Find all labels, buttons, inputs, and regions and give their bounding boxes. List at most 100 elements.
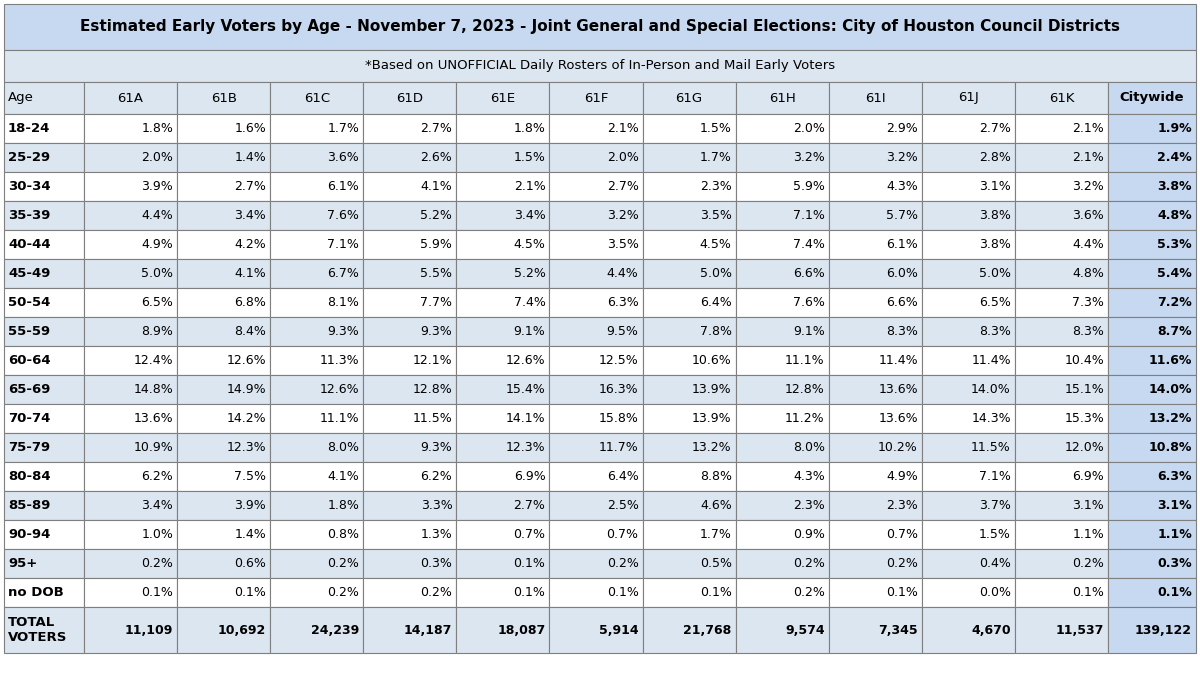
Text: 15.4%: 15.4% [505,383,546,396]
Text: 3.1%: 3.1% [1073,499,1104,512]
Text: 15.1%: 15.1% [1064,383,1104,396]
Bar [84,172,178,201]
Text: 2.1%: 2.1% [607,122,638,135]
Bar [829,346,922,375]
Bar [642,172,736,201]
Text: 1.4%: 1.4% [234,151,266,164]
Bar [550,549,642,578]
Bar [829,172,922,201]
Bar [84,491,178,520]
Bar [922,462,1015,491]
Bar [550,143,642,172]
Text: 8.3%: 8.3% [886,325,918,338]
Text: 5.4%: 5.4% [1157,267,1192,280]
Bar [364,230,456,259]
Text: 35-39: 35-39 [8,209,50,222]
Text: 0.2%: 0.2% [328,586,359,599]
Text: 1.7%: 1.7% [328,122,359,135]
Bar [550,114,642,143]
Text: 11.4%: 11.4% [971,354,1010,367]
Bar [1108,549,1196,578]
Bar [736,549,829,578]
Bar [84,607,178,653]
Text: 14.1%: 14.1% [506,412,546,425]
Bar [642,201,736,230]
Bar [364,143,456,172]
Bar [4,50,1196,82]
Text: 90-94: 90-94 [8,528,50,541]
Bar [178,201,270,230]
Text: 6.1%: 6.1% [328,180,359,193]
Text: 6.5%: 6.5% [142,296,173,309]
Bar [270,375,364,404]
Text: 8.3%: 8.3% [979,325,1010,338]
Text: 3.5%: 3.5% [607,238,638,251]
Bar [84,346,178,375]
Bar [364,607,456,653]
Bar [1108,114,1196,143]
Text: 61D: 61D [396,92,424,104]
Bar [1015,375,1108,404]
Bar [84,549,178,578]
Text: 7.1%: 7.1% [979,470,1010,483]
Bar [829,317,922,346]
Bar [4,172,84,201]
Bar [270,230,364,259]
Bar [4,404,84,433]
Bar [922,346,1015,375]
Bar [4,4,1196,50]
Text: 2.1%: 2.1% [1073,151,1104,164]
Bar [1108,404,1196,433]
Bar [1108,201,1196,230]
Text: 9.1%: 9.1% [514,325,546,338]
Text: 0.1%: 0.1% [1072,586,1104,599]
Bar [178,82,270,114]
Text: 3.2%: 3.2% [607,209,638,222]
Bar [922,259,1015,288]
Text: 2.6%: 2.6% [421,151,452,164]
Bar [642,549,736,578]
Text: 7.5%: 7.5% [234,470,266,483]
Text: 1.8%: 1.8% [514,122,546,135]
Text: 14.0%: 14.0% [1148,383,1192,396]
Bar [4,375,84,404]
Text: 0.1%: 0.1% [514,586,546,599]
Text: 5.3%: 5.3% [1157,238,1192,251]
Bar [736,259,829,288]
Bar [550,375,642,404]
Text: 7.6%: 7.6% [793,296,824,309]
Text: 11.1%: 11.1% [319,412,359,425]
Text: 0.2%: 0.2% [793,557,824,570]
Bar [922,143,1015,172]
Bar [456,114,550,143]
Text: 9,574: 9,574 [785,623,824,637]
Text: 13.6%: 13.6% [878,383,918,396]
Text: 6.2%: 6.2% [142,470,173,483]
Text: 8.1%: 8.1% [328,296,359,309]
Text: 5.9%: 5.9% [793,180,824,193]
Text: 5.0%: 5.0% [142,267,173,280]
Bar [550,433,642,462]
Text: 0.7%: 0.7% [886,528,918,541]
Text: 0.3%: 0.3% [1157,557,1192,570]
Text: 8.7%: 8.7% [1157,325,1192,338]
Bar [550,578,642,607]
Bar [1108,520,1196,549]
Bar [550,172,642,201]
Text: 13.2%: 13.2% [1148,412,1192,425]
Text: 14.9%: 14.9% [227,383,266,396]
Text: 50-54: 50-54 [8,296,50,309]
Text: 7.1%: 7.1% [328,238,359,251]
Text: 1.7%: 1.7% [700,151,732,164]
Bar [829,404,922,433]
Bar [4,143,84,172]
Bar [456,491,550,520]
Bar [1015,578,1108,607]
Bar [1015,82,1108,114]
Text: 11.5%: 11.5% [971,441,1010,454]
Bar [84,404,178,433]
Bar [736,143,829,172]
Bar [829,462,922,491]
Bar [84,433,178,462]
Bar [84,201,178,230]
